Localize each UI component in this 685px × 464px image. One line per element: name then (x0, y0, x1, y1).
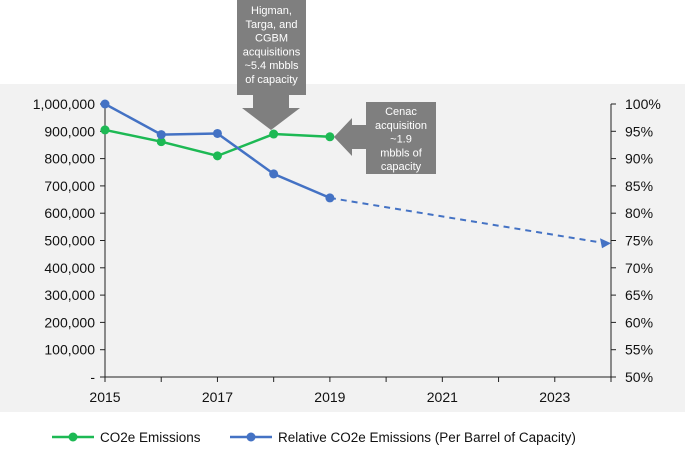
cenac-callout-text: Cenac (385, 106, 417, 118)
x-tick-label: 2015 (89, 389, 120, 405)
y-right-tick-label: 50% (625, 369, 653, 385)
x-tick-label: 2023 (539, 389, 570, 405)
higman-callout-arrow (242, 95, 300, 130)
x-tick-label: 2019 (314, 389, 345, 405)
relative-co2e-emissions-projection-arrowhead (600, 238, 611, 249)
legend: CO2e Emissions Relative CO2e Emissions (P… (52, 430, 576, 445)
y-left-tick-label: 600,000 (44, 205, 95, 221)
higman-callout-text: CGBM (255, 33, 288, 45)
x-tick-label: 2017 (202, 389, 233, 405)
co2e-emissions-point (325, 132, 335, 142)
x-tick-label: 2021 (427, 389, 458, 405)
y-right-tick-label: 100% (625, 96, 661, 112)
relative-co2e-emissions-projection-line (329, 196, 606, 245)
relative-co2e-emissions-point (269, 169, 279, 179)
legend-co2e-emissions-label: CO2e Emissions (100, 430, 201, 445)
relative-co2e-emissions-point (325, 193, 335, 203)
legend-co2e-emissions-marker (68, 432, 78, 442)
y-left-tick-label: 100,000 (44, 342, 95, 358)
relative-co2e-emissions-point (100, 99, 110, 109)
co2e-emissions-point (156, 137, 166, 147)
y-right-tick-label: 70% (625, 260, 653, 276)
higman-callout-text: Targa, and (246, 19, 298, 31)
series-layer (100, 99, 611, 249)
cenac-callout-box (366, 102, 436, 174)
y-left-tick-label: 1,000,000 (33, 96, 95, 112)
y-right-tick-label: 60% (625, 314, 653, 330)
higman-callout-text: of capacity (245, 74, 298, 86)
co2e-emissions-point (100, 125, 110, 135)
higman-callout-box (237, 0, 306, 95)
co2e-emissions-point (269, 129, 279, 139)
y-left-tick-label: 400,000 (44, 260, 95, 276)
y-left-tick-label: 700,000 (44, 178, 95, 194)
cenac-callout-text: acquisition (375, 120, 427, 132)
axes: - 100,000 200,000 300,000 400,000 500,000 600,… (33, 96, 661, 405)
y-left-tick-label: - (90, 369, 95, 385)
higman-callout-text: Higman, (251, 5, 292, 17)
cenac-callout-text: capacity (381, 161, 422, 173)
y-left-tick-label: 900,000 (44, 123, 95, 139)
relative-co2e-emissions-point (156, 130, 166, 140)
y-right-tick-label: 65% (625, 287, 653, 303)
legend-relative-co2e-emissions-label: Relative CO2e Emissions (Per Barrel of C… (278, 430, 576, 445)
relative-co2e-emissions-point (212, 128, 222, 138)
legend-relative-co2e-emissions-marker (246, 432, 256, 442)
y-left-tick-label: 300,000 (44, 287, 95, 303)
y-right-tick-label: 85% (625, 178, 653, 194)
higman-callout-text: ~5.4 mbbls (244, 60, 299, 72)
y-left-tick-label: 500,000 (44, 233, 95, 249)
y-left-tick-label: 800,000 (44, 151, 95, 167)
y-right-tick-label: 75% (625, 233, 653, 249)
cenac-callout-arrow (334, 118, 366, 156)
y-right-tick-label: 95% (625, 123, 653, 139)
y-left-tick-label: 200,000 (44, 314, 95, 330)
y-right-tick-label: 90% (625, 151, 653, 167)
cenac-callout-text: mbbls of (380, 147, 423, 159)
y-right-tick-label: 55% (625, 342, 653, 358)
higman-callout-text: acquisitions (243, 46, 301, 58)
cenac-callout-text: ~1.9 (390, 134, 412, 146)
co2e-emissions-point (212, 151, 222, 161)
y-right-tick-label: 80% (625, 205, 653, 221)
